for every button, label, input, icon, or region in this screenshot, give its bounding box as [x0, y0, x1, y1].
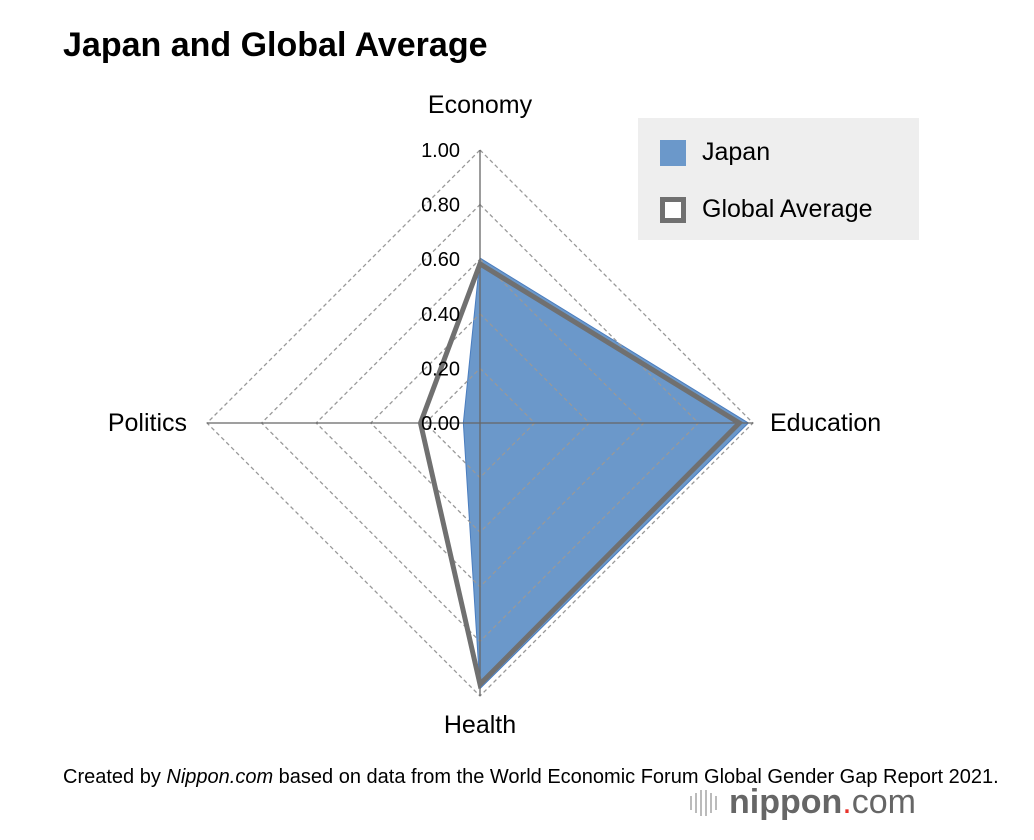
axis-label-politics: Politics: [108, 409, 187, 437]
axis-label-health: Health: [444, 711, 516, 739]
caption: Created by Nippon.com based on data from…: [63, 764, 999, 790]
legend-item-japan: Japan: [660, 138, 770, 167]
legend-swatch-global: [660, 196, 686, 223]
legend-label: Japan: [702, 138, 771, 166]
series-japan-area: [462, 257, 750, 690]
tick-label: 1.00: [421, 140, 460, 162]
tick-label: 0.80: [421, 195, 460, 217]
logo-bars-icon: [690, 789, 717, 816]
legend-label: Global Average: [702, 195, 873, 223]
caption-rest: based on data from the World Economic Fo…: [273, 766, 999, 788]
legend-swatch-japan: [660, 139, 686, 166]
axis-label-economy: Economy: [428, 91, 533, 119]
tick-label: 0.40: [421, 304, 460, 326]
axis-label-education: Education: [770, 409, 881, 437]
series-global-average-line: [417, 260, 744, 690]
legend-item-global-average: Global Average: [660, 195, 873, 224]
caption-source: Nippon.com: [166, 766, 274, 788]
tick-label: 0.60: [421, 249, 460, 271]
tick-label: 0.20: [421, 358, 460, 380]
caption-prefix: Created by: [63, 766, 167, 788]
legend: Japan Global Average: [638, 118, 919, 240]
nippon-logo: nippon. com: [690, 783, 916, 822]
chart-title: Japan and Global Average: [63, 26, 488, 64]
tick-label: 0.00: [421, 413, 460, 435]
